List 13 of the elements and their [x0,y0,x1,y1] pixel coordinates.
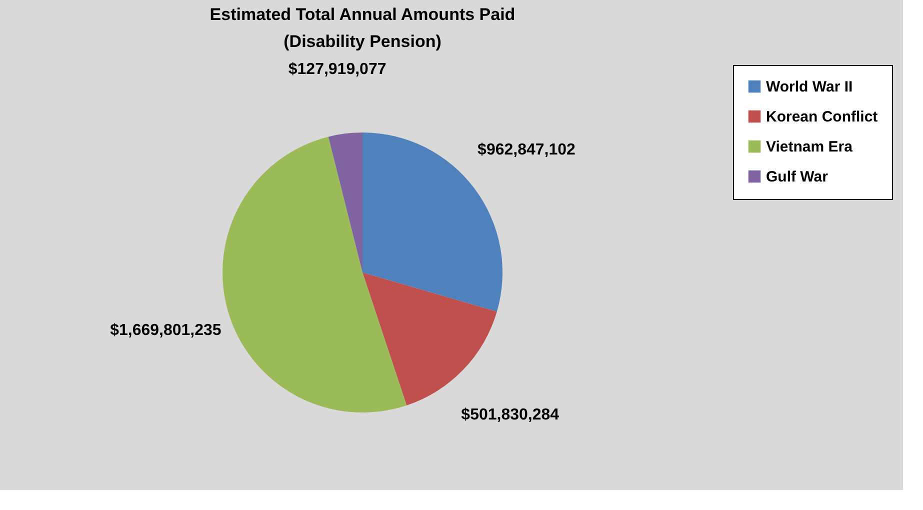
chart-subtitle: (Disability Pension) [284,32,442,52]
data-label: $1,669,801,235 [110,322,222,339]
chart-title: Estimated Total Annual Amounts Paid [210,5,516,24]
legend-label: Gulf War [766,168,828,186]
data-label: $127,919,077 [288,61,386,78]
legend-label: World War II [766,78,853,96]
data-label: $501,830,284 [461,406,560,424]
pie-slice [328,132,362,272]
pie-slice [222,136,407,412]
pie-slice [362,272,497,406]
legend-label: Vietnam Era [766,138,854,156]
data-label: $962,847,102 [478,141,576,158]
legend-label: Korean Conflict [766,108,878,126]
